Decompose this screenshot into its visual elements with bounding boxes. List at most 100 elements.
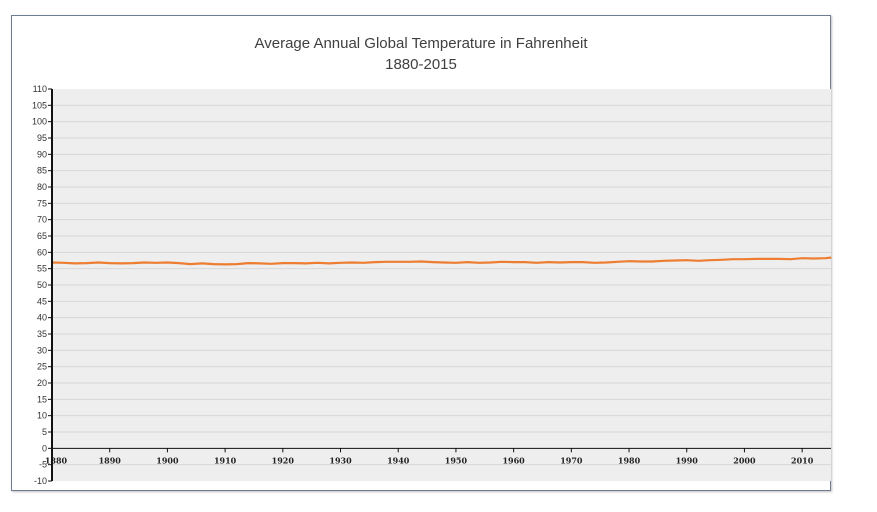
y-tick-label: 80	[37, 182, 47, 192]
data-point	[201, 262, 203, 264]
data-point	[443, 261, 445, 264]
y-axis-ticks: -10 -5 0 5 10 15 20 25 30 35 40 45 50 55 60 65 70 75 80 85 9…	[32, 84, 47, 486]
data-point	[420, 260, 422, 263]
data-point	[547, 261, 549, 263]
data-point	[213, 263, 215, 265]
data-point	[97, 261, 99, 264]
data-point	[432, 261, 434, 263]
x-tick-label: 1890	[99, 455, 122, 465]
y-tick-label: 20	[37, 378, 47, 388]
data-point	[466, 261, 469, 263]
data-point	[801, 257, 803, 259]
y-tick-label: -10	[34, 476, 47, 486]
data-point	[778, 258, 780, 260]
data-point	[189, 263, 192, 265]
data-point	[74, 262, 76, 264]
axes	[48, 88, 831, 482]
data-point	[328, 262, 330, 264]
data-point	[651, 260, 653, 263]
data-point	[455, 262, 457, 264]
x-tick-label: 1880	[45, 455, 68, 465]
x-tick-label: 1910	[214, 455, 237, 465]
data-point	[236, 263, 238, 265]
data-point	[605, 261, 607, 264]
data-point	[363, 262, 365, 264]
data-point	[178, 262, 180, 264]
data-point	[409, 261, 411, 263]
x-tick-label: 1950	[445, 455, 468, 465]
data-point	[293, 262, 295, 264]
data-point	[143, 261, 145, 264]
y-tick-label: 15	[37, 394, 47, 404]
data-point	[570, 261, 572, 263]
data-point	[524, 261, 526, 263]
x-tick-label: 1990	[676, 455, 699, 465]
x-tick-label: 2000	[733, 455, 756, 465]
data-point	[120, 262, 122, 264]
y-tick-label: 25	[37, 362, 47, 372]
data-point	[628, 260, 630, 262]
y-tick-label: 75	[37, 198, 47, 208]
data-point	[559, 261, 561, 264]
gridlines	[52, 104, 831, 466]
series-layer	[51, 256, 832, 266]
data-point	[640, 260, 642, 263]
data-point	[109, 262, 111, 264]
data-point	[478, 262, 480, 264]
data-point	[386, 261, 388, 263]
data-point	[830, 257, 832, 259]
y-tick-label: 35	[37, 329, 47, 339]
data-point	[743, 258, 746, 260]
data-point	[536, 262, 538, 264]
y-tick-label: 45	[37, 296, 47, 306]
data-point	[766, 258, 769, 260]
data-point	[351, 261, 353, 264]
data-point	[593, 262, 596, 264]
data-point	[582, 261, 584, 263]
data-point	[663, 260, 665, 262]
chart-subtitle: 1880-2015	[385, 56, 457, 73]
data-point	[339, 262, 342, 264]
x-tick-label: 1960	[502, 455, 525, 465]
data-point	[316, 262, 318, 264]
x-tick-label: 1940	[387, 455, 410, 465]
data-point	[501, 261, 503, 263]
y-tick-label: -5	[39, 460, 47, 470]
data-point	[824, 257, 826, 259]
data-point	[616, 261, 619, 263]
data-point	[674, 259, 676, 262]
y-tick-label: 100	[32, 117, 47, 127]
x-tick-label: 1920	[272, 455, 295, 465]
data-point	[397, 261, 399, 263]
x-tick-label: 1900	[156, 455, 179, 465]
y-tick-label: 60	[37, 247, 47, 257]
x-tick-label: 1970	[560, 455, 583, 465]
data-point	[489, 261, 492, 264]
x-axis-ticks: 1880 1890 1900 1910 1920 1930 1940 1950 1960 1970…	[45, 455, 814, 465]
data-point	[270, 263, 272, 265]
data-point	[259, 262, 261, 264]
data-point	[86, 262, 88, 264]
data-point	[720, 259, 723, 261]
data-point	[513, 261, 515, 263]
y-tick-label: 30	[37, 345, 47, 355]
y-tick-label: 110	[33, 84, 47, 94]
chart-title: Average Annual Global Temperature in Fah…	[254, 35, 588, 52]
y-tick-label: 10	[37, 411, 47, 421]
data-point	[132, 262, 134, 264]
y-tick-label: 5	[42, 427, 47, 437]
data-point	[813, 257, 815, 260]
x-tick-label: 2010	[791, 455, 814, 465]
data-point	[247, 262, 249, 264]
y-tick-label: 55	[37, 264, 47, 274]
data-point	[166, 261, 168, 264]
y-tick-label: 95	[37, 133, 47, 143]
y-tick-label: 70	[37, 215, 47, 225]
data-point	[155, 262, 157, 264]
data-point	[282, 262, 284, 264]
data-point	[790, 258, 792, 260]
data-point	[709, 259, 711, 261]
data-point	[755, 258, 757, 260]
y-tick-label: 85	[37, 166, 47, 176]
